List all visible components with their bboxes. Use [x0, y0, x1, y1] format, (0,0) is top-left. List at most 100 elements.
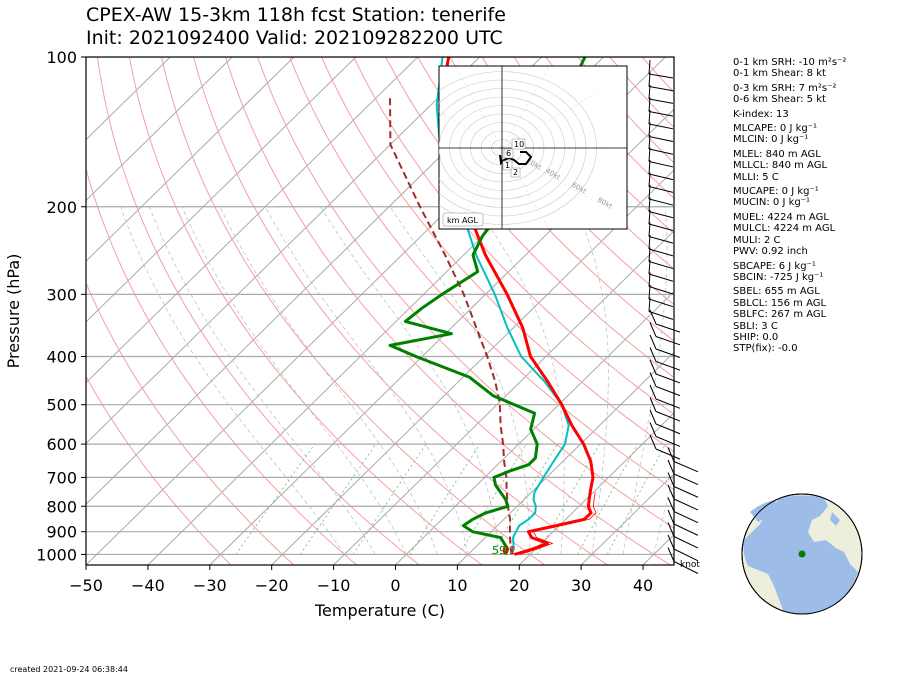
index-row: SBLCL: 156 m AGL [733, 297, 827, 309]
hodograph-spoke [501, 147, 598, 204]
wind-barb-staff [667, 534, 675, 550]
plot-frame [85, 56, 675, 566]
index-row: MUEL: 4224 m AGL [733, 211, 829, 223]
y-tick-label: 700 [46, 468, 77, 487]
y-axis-label: Pressure (hPa) [4, 254, 23, 369]
dry-adiabat-line [449, 57, 674, 306]
dry-adiabat-line [225, 57, 671, 565]
index-row: SHIP: 0.0 [733, 331, 779, 343]
x-tick-label: −20 [255, 576, 289, 595]
wind-barb-flag [648, 261, 674, 270]
index-row: MLLCL: 840 m AGL [733, 160, 828, 172]
wind-barb-staff [648, 272, 651, 287]
dry-adiabat-line [289, 57, 674, 491]
index-row: MUCIN: 0 J kg⁻¹ [733, 197, 811, 209]
moist-adiabat-line [149, 206, 376, 555]
y-tick-label: 100 [46, 48, 77, 67]
wind-barb-staff [667, 497, 675, 512]
isotherm-line [86, 57, 295, 262]
parcel-path-line [389, 96, 513, 555]
wind-barb-flag [648, 298, 674, 308]
index-row: MULCL: 4224 m AGL [733, 223, 836, 235]
index-row: SBCAPE: 6 J kg⁻¹ [733, 260, 816, 272]
hodograph-spoke [439, 147, 503, 185]
dry-adiabat-line [160, 57, 546, 565]
wind-barb-flag [673, 536, 699, 549]
index-row: STP(fix): -0.0 [733, 343, 798, 355]
wind-barb-flag [648, 136, 674, 143]
index-row: PWV: 0.92 inch [733, 246, 808, 258]
wind-barb-flag [673, 511, 699, 524]
x-tick-label: −30 [193, 576, 227, 595]
sea-region [830, 512, 840, 526]
x-tick-label: 30 [571, 576, 591, 595]
created-timestamp: created 2021-09-24 06:38:44 [10, 665, 128, 674]
location-globe [741, 493, 863, 615]
dry-adiabat-line [417, 57, 674, 342]
wind-barb-staff [648, 172, 651, 187]
wind-barb-staff [648, 209, 651, 225]
wind-barb-staff [649, 309, 657, 325]
wind-barb-staff [648, 59, 651, 75]
index-row: MUCAPE: 0 J kg⁻¹ [733, 186, 819, 198]
index-row: 0-1 km Shear: 8 kt [733, 68, 826, 80]
y-axis-ticks: 100 200 300 400 500 600 700 800 900 1000 [36, 48, 86, 564]
wind-barb-staff [649, 334, 657, 350]
wind-barb-staff [667, 459, 675, 475]
index-row: 0-3 km SRH: 7 m²s⁻² [733, 82, 837, 94]
wind-barb-flag [648, 311, 674, 320]
hodograph-height-label: 2 [513, 168, 518, 177]
surface-parcel-outline [519, 492, 597, 555]
wind-barb-flag [648, 86, 674, 92]
wind-barb-staff [648, 297, 651, 312]
wind-barb-flag [655, 398, 681, 409]
wind-barb-flag [648, 123, 674, 130]
hodograph-spoke [454, 66, 503, 149]
x-tick-label: −40 [131, 576, 165, 595]
wind-barb-flag [673, 523, 699, 536]
wind-barb-flag [655, 323, 681, 333]
y-tick-label: 900 [46, 523, 77, 542]
wind-barb-flag [648, 198, 674, 206]
wind-barb-staff [648, 109, 651, 125]
wind-barb-staff [648, 147, 651, 162]
wind-barb-flag [648, 173, 674, 181]
dry-adiabat-line [86, 375, 232, 565]
mixing-ratio-line [352, 443, 427, 555]
moist-adiabat-line [389, 206, 531, 555]
dry-adiabat-line [385, 57, 674, 379]
hodograph-legend: km AGL [447, 216, 479, 225]
y-tick-label: 800 [46, 497, 77, 516]
pressure-gridlines [86, 57, 674, 556]
wind-barb-flag [648, 273, 674, 282]
wind-barb-staff [648, 197, 651, 212]
index-row: MLLI: 5 C [733, 171, 779, 183]
x-tick-label: −50 [69, 576, 103, 595]
isotherm-line [86, 57, 481, 445]
station-marker [798, 550, 806, 558]
index-row: MLCIN: 0 J kg⁻¹ [733, 134, 809, 146]
wind-barb-staff [648, 234, 651, 250]
x-tick-label: 0 [390, 576, 400, 595]
wind-barb-flag [655, 386, 681, 397]
wind-barb-flag [655, 423, 681, 435]
wind-barb-staff [648, 222, 651, 237]
wind-barb-staff [648, 72, 651, 87]
wind-barb-staff [649, 322, 657, 337]
hodograph-height-label: 6 [506, 149, 511, 158]
wind-barb-flag [673, 561, 699, 574]
hodograph-height-label: 10 [514, 140, 524, 149]
index-row: SBCIN: -725 J kg⁻¹ [733, 271, 824, 283]
dry-adiabat-line [128, 57, 483, 565]
wind-barb-staff [649, 409, 657, 425]
isotherm-line [86, 57, 357, 323]
wind-barb-staff [648, 84, 651, 100]
wind-barb-staff [649, 434, 657, 450]
index-row: MLCAPE: 0 J kg⁻¹ [733, 123, 818, 135]
index-row: SBLFC: 267 m AGL [733, 309, 827, 321]
wind-barb-flag [655, 348, 681, 358]
hodograph-spoke [454, 147, 503, 229]
isotherm-line [86, 57, 171, 141]
wind-barb-staff [667, 509, 675, 525]
